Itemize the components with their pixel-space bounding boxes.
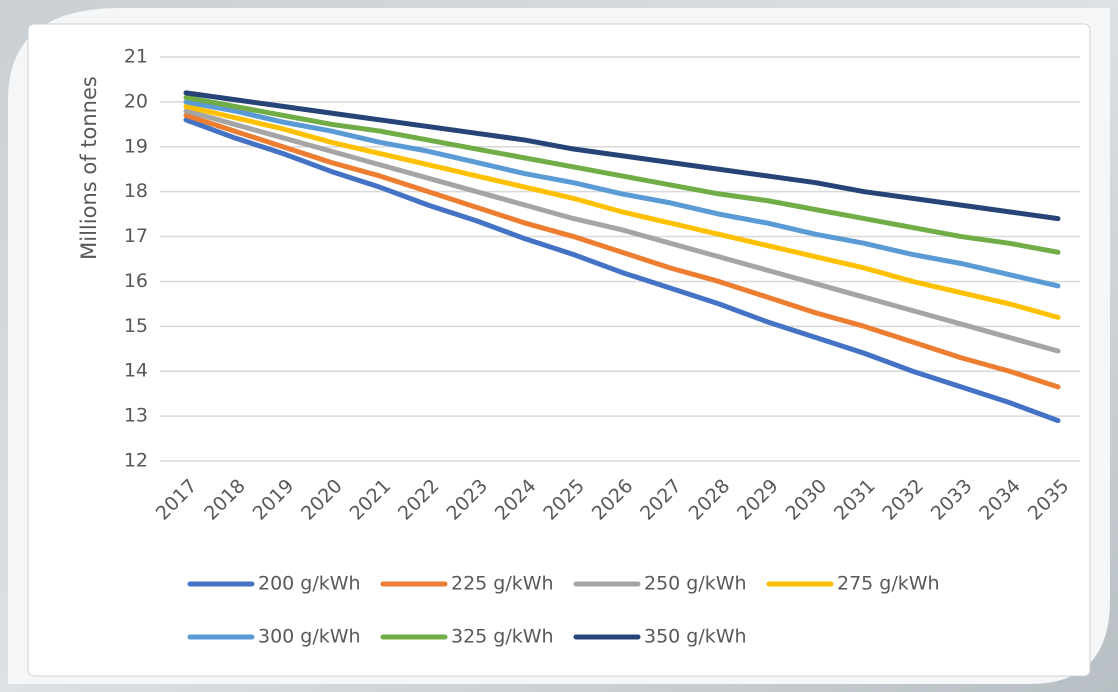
y-tick-label: 17: [124, 225, 148, 247]
chart: Millions of tonnes 12 13 14 15 16 17 18 19 20 21 2…: [0, 0, 1118, 692]
y-tick-label: 20: [124, 90, 148, 112]
legend-label: 250 g/kWh: [644, 573, 747, 595]
y-tick-label: 21: [124, 46, 148, 68]
y-tick-label: 13: [124, 405, 148, 427]
y-tick-label: 12: [124, 450, 148, 472]
legend-label: 225 g/kWh: [451, 573, 554, 595]
legend-label: 350 g/kWh: [644, 626, 747, 648]
legend-label: 275 g/kWh: [837, 573, 940, 595]
y-axis-title: Millions of tonnes: [77, 76, 101, 260]
y-tick-label: 18: [124, 180, 148, 202]
legend-label: 325 g/kWh: [451, 626, 554, 648]
legend-label: 300 g/kWh: [258, 626, 361, 648]
legend-label: 200 g/kWh: [258, 573, 361, 595]
y-tick-label: 15: [124, 315, 148, 337]
y-tick-label: 19: [124, 135, 148, 157]
y-tick-label: 14: [124, 360, 148, 382]
y-tick-label: 16: [124, 270, 148, 292]
